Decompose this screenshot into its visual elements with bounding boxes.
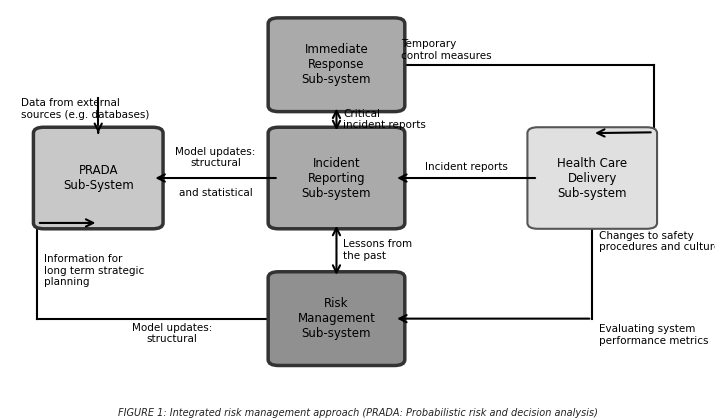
Text: Risk
Management
Sub-system: Risk Management Sub-system [297,297,375,340]
Text: Critical
incident reports: Critical incident reports [343,109,426,130]
Text: Immediate
Response
Sub-system: Immediate Response Sub-system [302,43,371,86]
FancyBboxPatch shape [34,127,163,229]
Text: Temporary
control measures: Temporary control measures [401,39,492,61]
FancyArrowPatch shape [400,315,589,322]
Text: Data from external
sources (e.g. databases): Data from external sources (e.g. databas… [21,98,149,120]
Text: Incident reports: Incident reports [425,162,508,172]
Text: Health Care
Delivery
Sub-system: Health Care Delivery Sub-system [557,157,627,200]
FancyBboxPatch shape [268,127,405,229]
FancyArrowPatch shape [333,111,340,128]
Text: Incident
Reporting
Sub-system: Incident Reporting Sub-system [302,157,371,200]
FancyArrowPatch shape [333,228,340,273]
Text: Information for
long term strategic
planning: Information for long term strategic plan… [44,254,144,287]
FancyArrowPatch shape [94,123,102,132]
FancyBboxPatch shape [268,272,405,365]
Text: Model updates:
structural: Model updates: structural [175,147,256,168]
FancyArrowPatch shape [40,219,93,226]
Text: and statistical: and statistical [179,188,252,198]
Text: PRADA
Sub-System: PRADA Sub-System [63,164,134,192]
FancyArrowPatch shape [597,129,651,136]
Text: FIGURE 1: Integrated risk management approach (PRADA: Probabilistic risk and dec: FIGURE 1: Integrated risk management app… [117,408,598,418]
FancyArrowPatch shape [400,174,535,181]
Text: Lessons from
the past: Lessons from the past [343,239,413,261]
FancyBboxPatch shape [268,18,405,112]
FancyArrowPatch shape [157,174,276,181]
Text: Model updates:
structural: Model updates: structural [132,323,212,344]
Text: Changes to safety
procedures and culture: Changes to safety procedures and culture [599,231,715,252]
Text: Evaluating system
performance metrics: Evaluating system performance metrics [599,325,709,346]
FancyBboxPatch shape [528,127,657,229]
